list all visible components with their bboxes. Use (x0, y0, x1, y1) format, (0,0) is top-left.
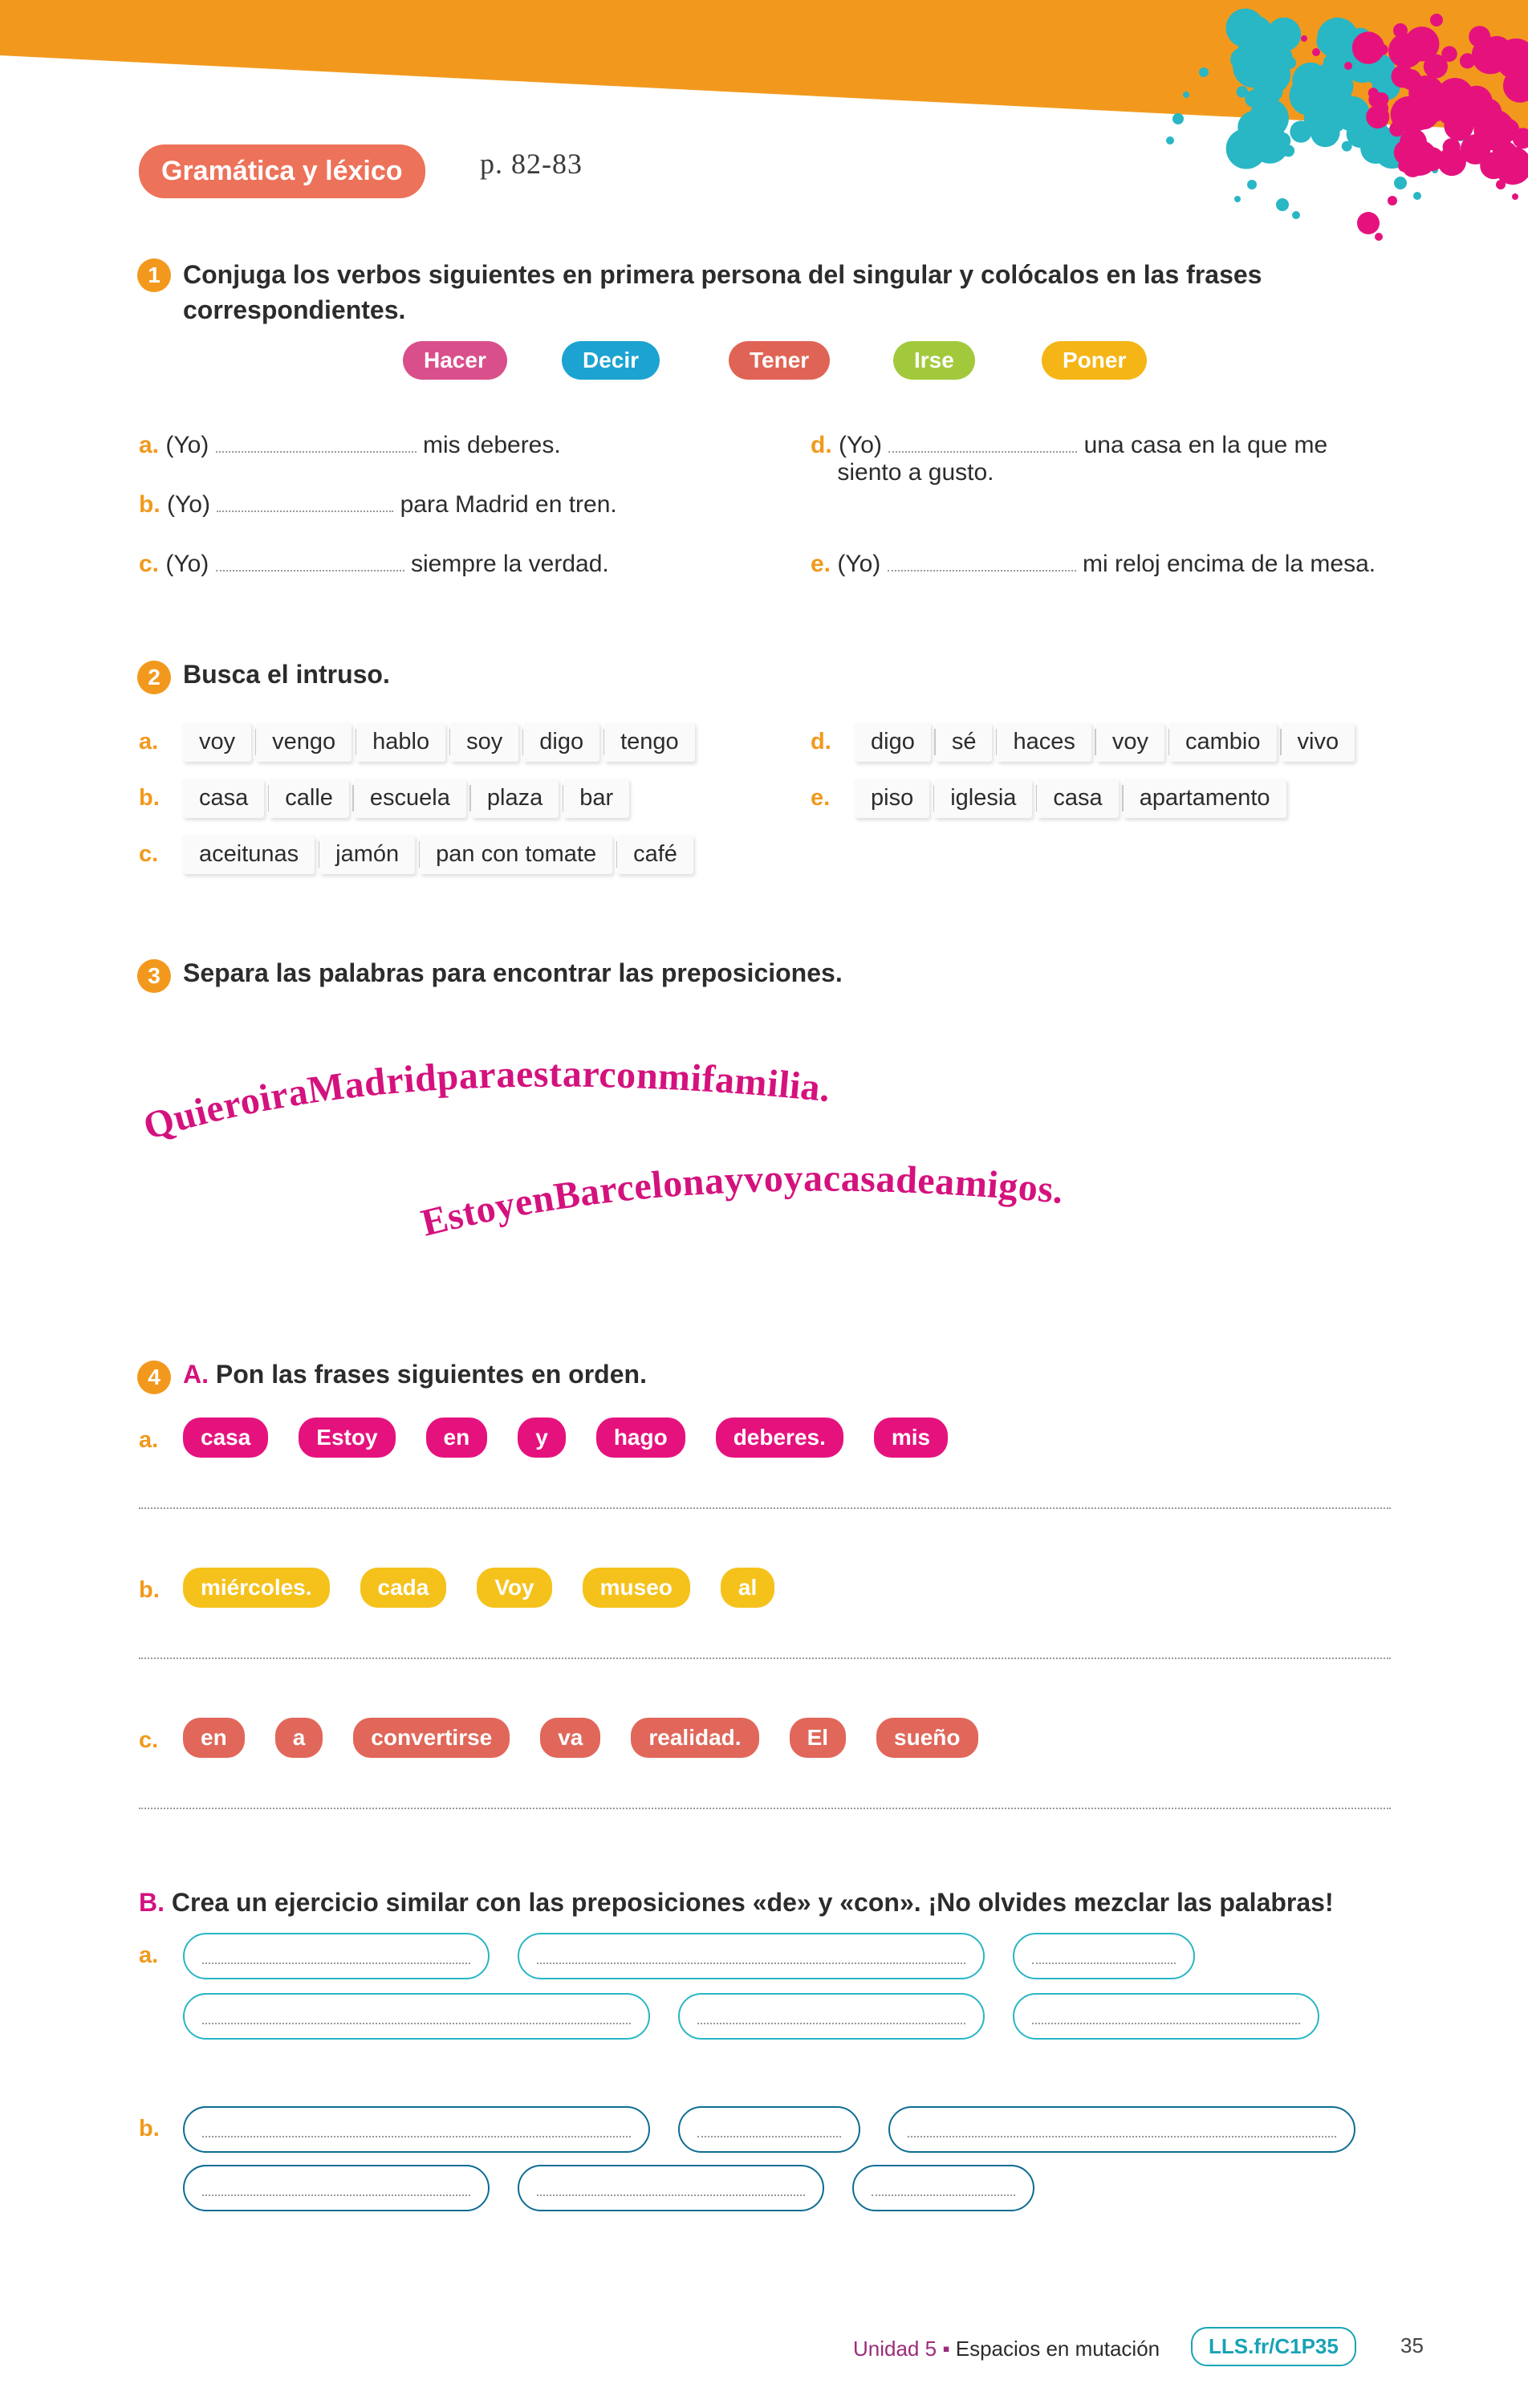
svg-text:QuieroiraMadridparaestarconmif: QuieroiraMadridparaestarconmifamilia. (140, 1064, 832, 1148)
svg-text:EstoyenBarcelonayvoyacasadeami: EstoyenBarcelonayvoyacasadeamigos. (417, 1157, 1066, 1245)
